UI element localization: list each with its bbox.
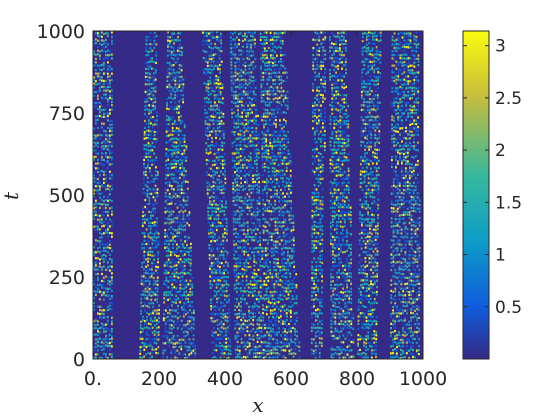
colorbar-tick-label: 1 xyxy=(495,246,506,266)
colorbar-ticks: 0.5 1 1.5 2 2.5 3 xyxy=(463,37,522,318)
y-axis: 0 250 500 750 1000 xyxy=(37,21,423,371)
turbulent-band xyxy=(202,31,232,360)
x-tick-label: 200 xyxy=(141,368,177,390)
turbulent-band xyxy=(259,31,301,360)
y-tick-label: 750 xyxy=(49,103,85,125)
colorbar-tick-label: 1.5 xyxy=(495,193,522,213)
x-tick-label: 600 xyxy=(273,368,309,390)
x-axis: 0. 200 400 600 800 1000 xyxy=(84,31,447,390)
colorbar-tick-label: 2.5 xyxy=(495,89,522,109)
turbulent-band xyxy=(162,31,197,360)
colorbar: 0.5 1 1.5 2 2.5 3 xyxy=(462,30,522,360)
heatmap-cells xyxy=(93,31,421,360)
turbulent-band xyxy=(329,31,355,360)
y-tick-label: 1000 xyxy=(37,21,85,43)
y-axis-label: t xyxy=(0,191,23,200)
colorbar-tick-label: 0.5 xyxy=(495,298,522,318)
x-tick-label: 800 xyxy=(339,368,375,390)
x-tick-label: 0. xyxy=(84,368,102,390)
turbulent-band xyxy=(93,31,113,360)
y-tick-label: 500 xyxy=(49,185,85,207)
x-tick-label: 1000 xyxy=(399,368,447,390)
plot-area xyxy=(92,30,424,360)
turbulent-band xyxy=(310,31,327,359)
turbulent-band xyxy=(390,31,421,360)
x-axis-label: x xyxy=(252,393,263,417)
turbulent-band xyxy=(357,31,382,359)
colorbar-tick-label: 2 xyxy=(495,141,506,161)
turbulent-band xyxy=(230,31,265,360)
y-tick-label: 250 xyxy=(49,267,85,289)
x-tick-label: 400 xyxy=(207,368,243,390)
colorbar-tick-label: 3 xyxy=(495,37,506,57)
turbulent-band xyxy=(139,31,161,360)
colorbar-gradient xyxy=(462,30,490,360)
y-tick-label: 0 xyxy=(73,349,85,371)
